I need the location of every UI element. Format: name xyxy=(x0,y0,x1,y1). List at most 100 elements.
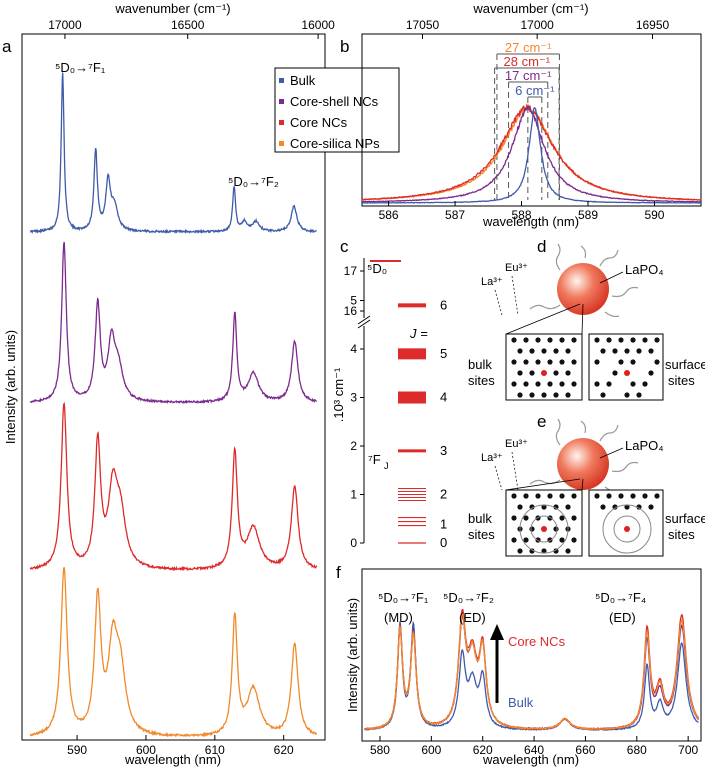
panel-f-xtick-label: 680 xyxy=(627,743,647,757)
lattice-dot xyxy=(523,493,529,499)
panel-a-series-line xyxy=(29,401,318,572)
lattice-dot xyxy=(553,392,559,398)
panel-e-particle xyxy=(557,438,609,490)
lattice-dot xyxy=(511,537,517,543)
panel-c-ytick-label: 17 xyxy=(344,264,358,278)
panel-f-xtick-label: 640 xyxy=(524,743,544,757)
lattice-dot xyxy=(606,381,612,387)
panel-a-series-line xyxy=(29,241,318,405)
panel-e-particle-label: LaPO₄ xyxy=(625,438,664,453)
lattice-dot xyxy=(654,359,660,365)
panel-b-series-line xyxy=(361,103,702,201)
panel-d-surface-box xyxy=(588,333,664,401)
panel-f-xtick-label: 620 xyxy=(473,743,493,757)
lattice-dot xyxy=(559,381,565,387)
legend-bulk: Bulk xyxy=(290,73,316,88)
panel-b-xtick-label: 586 xyxy=(379,208,399,222)
lattice-dot xyxy=(523,359,529,365)
panel-f-arrow-label-core: Core NCs xyxy=(508,634,566,649)
panel-f-xtick-label: 660 xyxy=(575,743,595,757)
panel-a-top-tick-label: 16500 xyxy=(171,18,205,32)
panel-d-surface-label-2: sites xyxy=(668,373,695,388)
lattice-dot xyxy=(600,348,606,354)
panel-a-annotation-f1: ⁵D₀→⁷F₁ xyxy=(55,60,106,75)
panel-c-level-j: 3 xyxy=(440,443,447,458)
lattice-dot xyxy=(553,348,559,354)
panel-c-levels: 0 1 2 3 4 5 6 xyxy=(370,260,447,550)
lattice-dot xyxy=(630,337,636,343)
lattice-dot xyxy=(535,359,541,365)
panel-f-transition-f1: ⁵D₀→⁷F₁ xyxy=(378,590,429,605)
panel-c-ytick-label: 16 xyxy=(344,304,358,318)
panel-f-frame xyxy=(361,568,702,742)
eu-site-dot xyxy=(541,370,547,376)
lattice-dot xyxy=(606,493,612,499)
panel-b-top-tick-label: 16950 xyxy=(636,18,670,32)
panel-b-xtick-label: 587 xyxy=(445,208,465,222)
lattice-dot xyxy=(559,515,565,521)
panel-label-b: b xyxy=(340,37,349,56)
panel-b-xtick-label: 589 xyxy=(578,208,598,222)
legend-swatch-core xyxy=(279,120,284,125)
panel-e-surface-label-2: sites xyxy=(668,527,695,542)
lattice-dot xyxy=(648,504,654,510)
panel-c-level-j: 0 xyxy=(440,535,447,550)
panel-b-top-xlabel: wavenumber (cm⁻¹) xyxy=(472,1,588,16)
lattice-dot xyxy=(535,337,541,343)
panel-b-chart: 27 cm⁻¹28 cm⁻¹17 cm⁻¹6 cm⁻¹ 586 587 588 589… xyxy=(361,1,702,229)
lattice-dot xyxy=(529,526,535,532)
legend-swatch-core-silica xyxy=(279,141,284,146)
panel-label-e: e xyxy=(537,412,546,431)
panel-b-xtick-label: 590 xyxy=(644,208,664,222)
lattice-dot xyxy=(642,381,648,387)
panel-d-hairs xyxy=(529,243,639,318)
lattice-dot xyxy=(511,515,517,521)
lattice-dot xyxy=(618,337,624,343)
panel-f-series xyxy=(364,608,700,732)
panel-c-level-j: 6 xyxy=(440,297,447,312)
panel-c-axis: 0 1 2 3 4 516 17 xyxy=(344,258,371,550)
panel-c-level-band xyxy=(398,348,426,360)
legend-core: Core NCs xyxy=(290,115,348,130)
lattice-dot xyxy=(624,504,630,510)
panel-b-series-line xyxy=(361,105,702,203)
panel-a-xtick-label: 600 xyxy=(136,743,156,757)
panel-c-level-j: 1 xyxy=(440,517,447,532)
lattice-dot xyxy=(571,359,577,365)
panel-b-top-tick-label: 17000 xyxy=(520,18,554,32)
panel-a-chart: 590 600 610 620 17000 16500 16000 wavelength (… xyxy=(3,1,400,767)
panel-c-level-band xyxy=(398,391,426,404)
lattice-dot xyxy=(654,337,660,343)
lattice-dot xyxy=(571,381,577,387)
lattice-dot xyxy=(624,348,630,354)
lattice-dot xyxy=(553,526,559,532)
panel-label-d: d xyxy=(537,237,546,256)
panel-c-ytick-label: 3 xyxy=(350,391,357,405)
panel-c-level-j: 5 xyxy=(440,346,447,361)
lattice-dot xyxy=(630,381,636,387)
panel-a-xlabel: wavelength (nm) xyxy=(124,752,221,767)
lattice-dot xyxy=(612,504,618,510)
panel-e-bulk-box xyxy=(505,489,583,557)
panel-f-arrow-label-bulk: Bulk xyxy=(508,695,534,710)
lattice-dot xyxy=(529,392,535,398)
lattice-dot xyxy=(529,504,535,510)
panel-d-particle-label: LaPO₄ xyxy=(625,262,664,277)
lattice-dot xyxy=(517,348,523,354)
panel-f-series-line xyxy=(364,612,699,731)
lattice-dot xyxy=(594,359,600,365)
lattice-dot xyxy=(654,493,660,499)
panel-a-legend: Bulk Core-shell NCs Core NCs Core-silica… xyxy=(274,67,400,153)
legend-core-shell: Core-shell NCs xyxy=(290,94,379,109)
lattice-dot xyxy=(541,548,547,554)
panel-a-series xyxy=(29,72,318,738)
lattice-dot xyxy=(571,537,577,543)
lattice-dot xyxy=(517,548,523,554)
lattice-dot xyxy=(559,337,565,343)
panel-a-top-xlabel: wavenumber (cm⁻¹) xyxy=(114,1,230,16)
lattice-dot xyxy=(547,493,553,499)
lattice-dot xyxy=(648,348,654,354)
panel-d-bulk-label-2: sites xyxy=(468,373,495,388)
panel-b-series-line xyxy=(361,103,702,201)
